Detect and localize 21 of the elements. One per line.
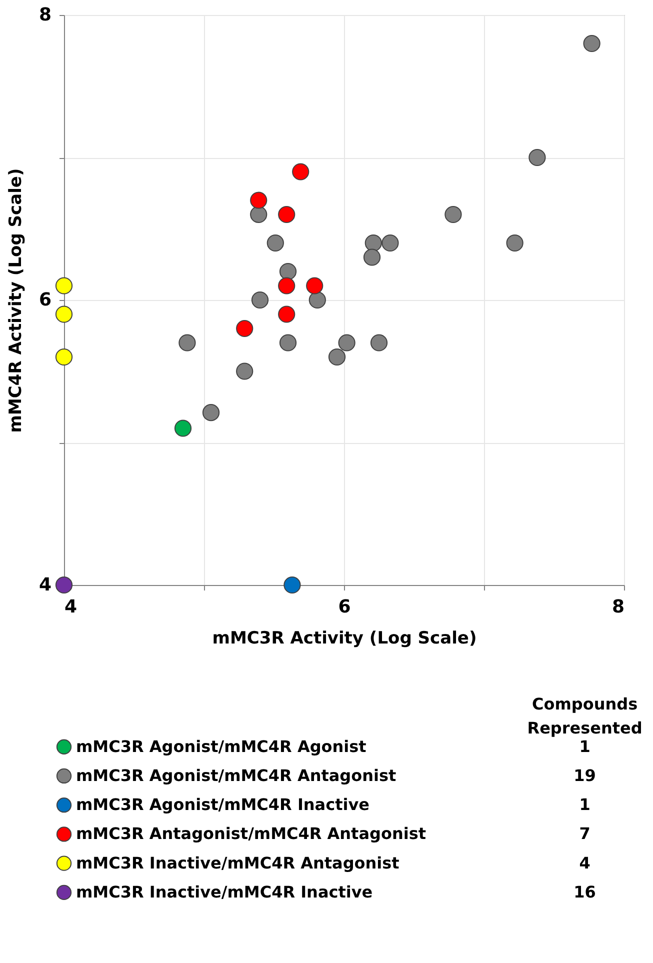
legend-label: mMC3R Inactive/mMC4R Inactive [76,882,373,902]
text: 16 [574,882,596,902]
legend-label: mMC3R Antagonist/mMC4R Antagonist [76,824,426,844]
text: 7 [579,824,590,844]
x-tick-label: 4 [64,596,78,618]
text: 4 [579,853,590,872]
y-tick-label: 4 [38,574,52,596]
legend-label: mMC3R Inactive/mMC4R Antagonist [76,853,400,872]
y-tick-label: 8 [38,4,52,26]
x-axis-title: mMC3R Activity (Log Scale) [212,628,477,648]
y-tick-label: 6 [38,290,52,310]
legend-label: mMC3R Agonist/mMC4R Inactive [76,795,370,814]
y-axis-title: mMC4R Activity (Log Scale) [6,168,26,433]
legend-title: Compounds Represented [527,694,642,738]
legend-label: mMC3R Agonist/mMC4R Antagonist [76,766,396,785]
text: 1 [579,795,590,814]
legend-label: mMC3R Agonist/mMC4R Agonist [76,736,367,756]
x-tick-label: 6 [338,596,351,618]
text: 1 [579,736,590,756]
text: 19 [574,766,596,785]
x-tick-label: 8 [612,596,624,618]
